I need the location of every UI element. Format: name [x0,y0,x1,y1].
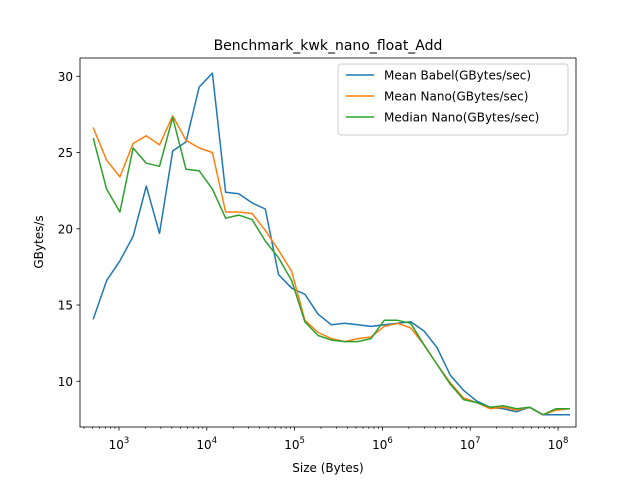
x-tick-label: 104 [196,436,217,452]
x-tick-label: 107 [460,436,481,452]
x-axis: 103 104 105 106 107 108 [83,427,569,452]
y-tick-label: 25 [58,146,73,160]
y-tick-label: 20 [58,222,73,236]
y-axis: 10 15 20 25 30 [58,70,80,389]
y-tick-label: 10 [58,375,73,389]
chart-title: Benchmark_kwk_nano_float_Add [214,38,443,54]
axes-frame [79,57,577,428]
x-tick-label: 105 [284,436,305,452]
x-axis-label: Size (Bytes) [292,461,363,475]
legend-box [337,63,569,136]
legend-label-2: Mean Nano(GBytes/sec) [384,90,528,104]
series-line-3 [92,116,571,416]
legend-label-3: Median Nano(GBytes/sec) [384,111,539,125]
plot-area [79,57,577,428]
x-tick-label: 106 [372,436,393,452]
legend: Mean Babel(GBytes/sec) Mean Nano(GBytes/s… [337,63,569,136]
series-line-2 [92,115,571,416]
y-tick-label: 30 [58,70,73,84]
legend-label-1: Mean Babel(GBytes/sec) [384,69,531,83]
y-tick-label: 15 [58,299,73,313]
y-axis-label: GBytes/s [32,215,46,268]
x-tick-label: 103 [109,436,130,452]
x-tick-label: 108 [548,436,569,452]
